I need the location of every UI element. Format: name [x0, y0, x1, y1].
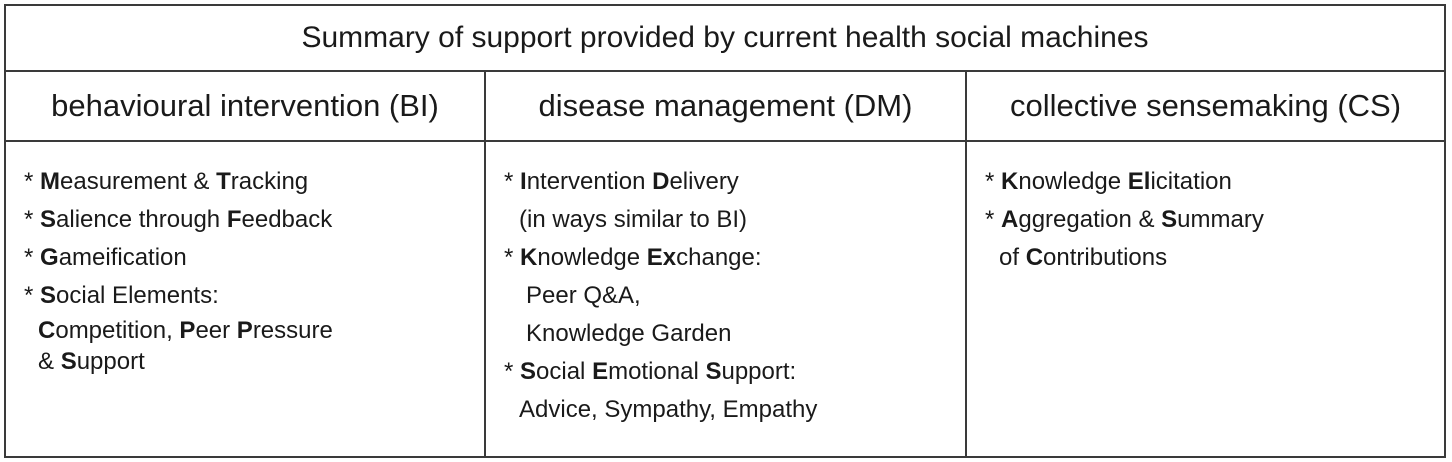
item-text: nowledge	[537, 244, 647, 271]
cs-item: of Contributions	[967, 239, 1444, 277]
bi-items: * Measurement & Tracking * Salience thro…	[6, 142, 484, 377]
dm-item: * Intervention Delivery	[486, 163, 965, 201]
item-text: ummary	[1177, 206, 1264, 233]
bold-initial: P	[236, 317, 253, 344]
item-text: ggregation &	[1018, 206, 1162, 233]
item-text: change:	[676, 244, 762, 271]
dm-item: * Knowledge Exchange:	[486, 239, 965, 277]
bold-initial: C	[38, 317, 56, 344]
bold-initial: S	[40, 206, 57, 233]
bold-initial: S	[705, 358, 722, 385]
item-text: icitation	[1150, 168, 1232, 195]
dm-item: Advice, Sympathy, Empathy	[486, 391, 965, 429]
item-text: eedback	[241, 206, 333, 233]
body-row: * Measurement & Tracking * Salience thro…	[6, 142, 1444, 456]
item-text: *	[985, 206, 1002, 233]
cs-column: * Knowledge Elicitation * Aggregation & …	[967, 142, 1444, 456]
dm-item: Peer Q&A,	[486, 277, 965, 315]
item-text: ompetition,	[55, 317, 180, 344]
bold-initial: S	[1161, 206, 1178, 233]
bold-initial: El	[1127, 168, 1151, 195]
item-text: ontributions	[1043, 244, 1168, 271]
bold-initial: A	[1001, 206, 1019, 233]
item-text: nowledge	[1018, 168, 1128, 195]
header-row: behavioural intervention (BI) disease ma…	[6, 72, 1444, 142]
item-text: eer	[195, 317, 237, 344]
bi-heading: behavioural intervention (BI)	[6, 72, 486, 140]
bold-initial: S	[40, 282, 57, 309]
dm-column: * Intervention Delivery (in ways similar…	[486, 142, 967, 456]
bold-initial: F	[226, 206, 242, 233]
item-text: *	[24, 168, 41, 195]
item-text: (in ways similar to BI)	[519, 206, 748, 233]
item-text: motional	[608, 358, 706, 385]
item-text: *	[985, 168, 1002, 195]
bold-initial: K	[520, 244, 538, 271]
item-text: alience through	[56, 206, 227, 233]
bold-initial: M	[40, 168, 61, 195]
bold-initial: S	[520, 358, 537, 385]
item-text: of	[999, 244, 1026, 271]
item-text: *	[24, 206, 41, 233]
item-text: *	[504, 168, 521, 195]
item-text: Advice, Sympathy, Empathy	[519, 396, 818, 423]
dm-item: Knowledge Garden	[486, 315, 965, 353]
cs-items: * Knowledge Elicitation * Aggregation & …	[967, 142, 1444, 277]
bold-initial: P	[179, 317, 196, 344]
item-text: *	[24, 244, 41, 271]
summary-table: Summary of support provided by current h…	[4, 4, 1446, 458]
item-text: *	[504, 358, 521, 385]
bold-initial: C	[1025, 244, 1044, 271]
item-text: ocial Elements:	[56, 282, 219, 309]
bi-item: & Support	[6, 346, 484, 377]
item-text: *	[504, 244, 521, 271]
item-text: *	[24, 282, 41, 309]
item-text: upport:	[721, 358, 797, 385]
dm-item: * Social Emotional Support:	[486, 353, 965, 391]
bold-initial: S	[60, 348, 77, 375]
bold-initial: Ex	[646, 244, 677, 271]
item-text: racking	[230, 168, 309, 195]
cs-item: * Aggregation & Summary	[967, 201, 1444, 239]
item-text: elivery	[669, 168, 739, 195]
item-text: Knowledge Garden	[526, 320, 732, 347]
bold-initial: I	[520, 168, 527, 195]
dm-heading: disease management (DM)	[486, 72, 967, 140]
cs-item: * Knowledge Elicitation	[967, 163, 1444, 201]
item-text: &	[38, 348, 61, 375]
bold-initial: E	[592, 358, 609, 385]
bi-column: * Measurement & Tracking * Salience thro…	[6, 142, 486, 456]
bold-initial: T	[216, 168, 231, 195]
bi-item: * Social Elements:	[6, 277, 484, 315]
item-text: ameification	[58, 244, 187, 271]
dm-item: (in ways similar to BI)	[486, 201, 965, 239]
dm-items: * Intervention Delivery (in ways similar…	[486, 142, 965, 429]
item-text: ocial	[536, 358, 593, 385]
item-text: ressure	[252, 317, 333, 344]
bold-initial: K	[1001, 168, 1019, 195]
item-text: upport	[76, 348, 145, 375]
bold-initial: D	[652, 168, 670, 195]
bi-item: Competition, Peer Pressure	[6, 315, 484, 346]
bold-initial: G	[40, 244, 59, 271]
item-text: Peer Q&A,	[526, 282, 641, 309]
cs-heading: collective sensemaking (CS)	[1009, 88, 1402, 123]
item-text: ntervention	[526, 168, 653, 195]
bi-item: * Measurement & Tracking	[6, 163, 484, 201]
item-text: easurement &	[60, 168, 217, 195]
table-title: Summary of support provided by current h…	[6, 6, 1444, 72]
bi-item: * Gameification	[6, 239, 484, 277]
bi-item: * Salience through Feedback	[6, 201, 484, 239]
